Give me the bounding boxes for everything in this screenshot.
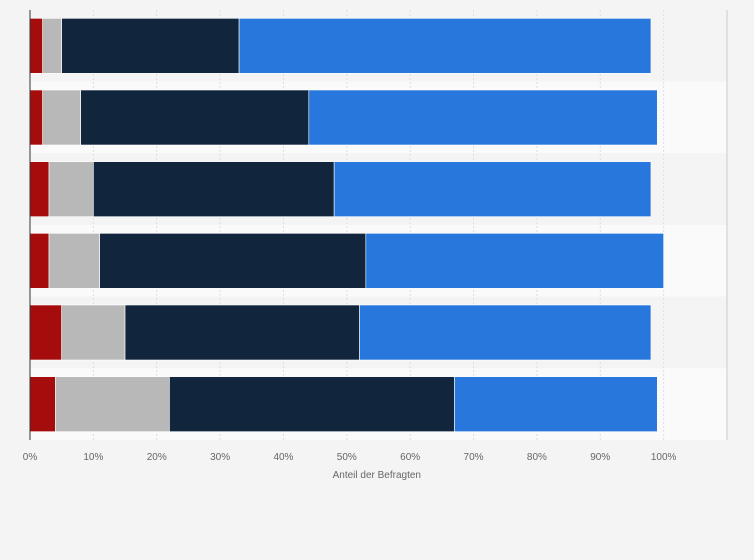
bar-segment[interactable] xyxy=(48,233,101,289)
bar-segment[interactable] xyxy=(359,304,652,361)
x-tick-label: 10% xyxy=(83,452,103,463)
x-tick-label: 20% xyxy=(147,452,167,463)
bar-segment[interactable] xyxy=(29,376,56,432)
x-axis-ticks: 0% 10% 20% 30% 40% 50% 60% 70% 80% 90% 100% xyxy=(23,452,677,463)
bar-segment[interactable] xyxy=(29,304,62,361)
x-tick-label: 0% xyxy=(23,452,38,463)
x-tick-label: 40% xyxy=(273,452,293,463)
bar-segment[interactable] xyxy=(365,233,664,289)
bar-segment[interactable] xyxy=(99,233,367,289)
bar-segment[interactable] xyxy=(93,161,335,217)
bar-segment[interactable] xyxy=(29,233,50,289)
bar-segment[interactable] xyxy=(61,18,240,74)
x-tick-label: 30% xyxy=(210,452,230,463)
bar-segment[interactable] xyxy=(29,18,43,74)
bar-segment[interactable] xyxy=(48,161,94,217)
x-tick-label: 70% xyxy=(464,452,484,463)
x-tick-label: 80% xyxy=(527,452,547,463)
bar-segment[interactable] xyxy=(42,18,62,74)
bar-segment[interactable] xyxy=(55,376,170,432)
row-bands xyxy=(30,10,727,440)
bar-segment[interactable] xyxy=(61,304,126,361)
bars xyxy=(29,18,664,432)
bar-segment[interactable] xyxy=(29,161,50,217)
x-tick-label: 60% xyxy=(400,452,420,463)
x-tick-label: 50% xyxy=(337,452,357,463)
bar-segment[interactable] xyxy=(29,89,43,146)
x-tick-label: 90% xyxy=(590,452,610,463)
x-tick-label: 100% xyxy=(651,452,677,463)
x-axis-title: Anteil der Befragten xyxy=(333,470,421,481)
bar-segment[interactable] xyxy=(80,89,310,146)
bar-segment[interactable] xyxy=(333,161,652,217)
gridlines xyxy=(29,10,728,440)
bar-segment[interactable] xyxy=(454,376,658,432)
bar-segment[interactable] xyxy=(169,376,455,432)
bar-segment[interactable] xyxy=(42,89,81,146)
bar-segment[interactable] xyxy=(124,304,360,361)
bar-segment[interactable] xyxy=(238,18,652,74)
bar-segment[interactable] xyxy=(308,89,658,146)
